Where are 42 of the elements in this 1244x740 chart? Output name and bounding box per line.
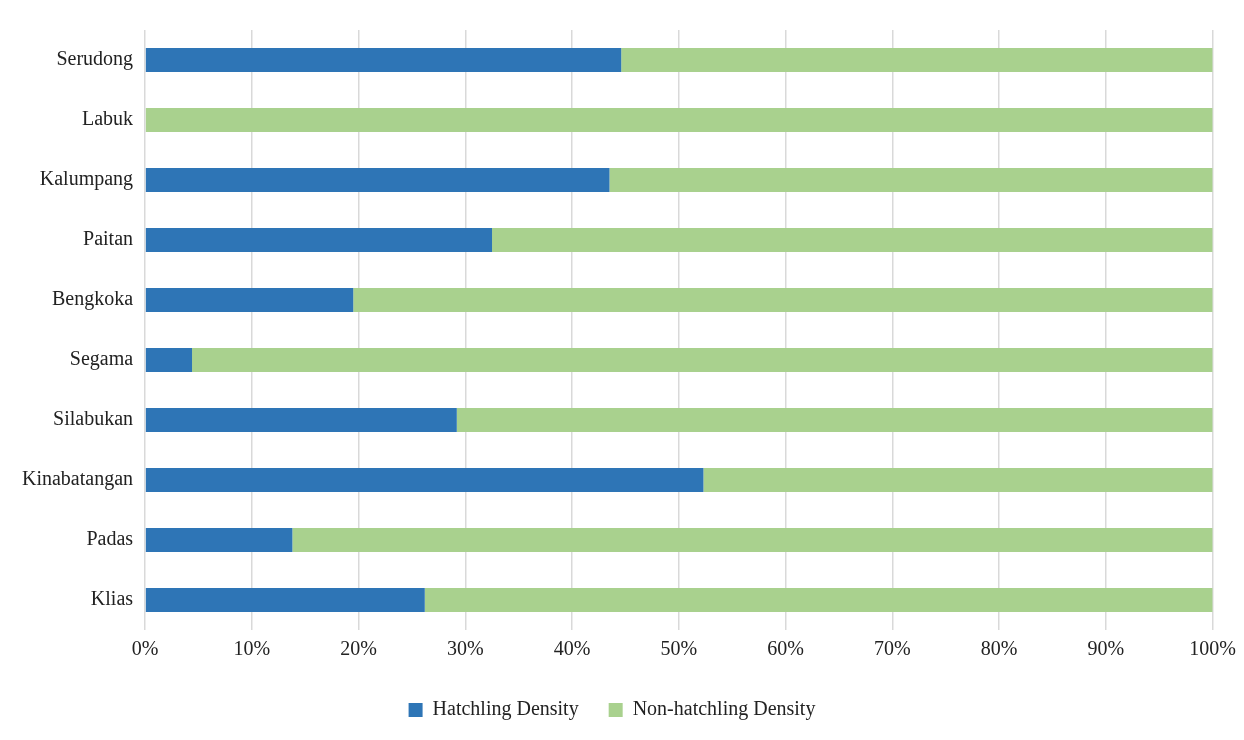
y-tick-label: Bengkoka	[51, 287, 134, 311]
bar	[703, 468, 1213, 492]
bar	[145, 288, 354, 312]
bar	[424, 588, 1213, 612]
bar	[145, 168, 610, 192]
x-tick-label: 80%	[980, 637, 1018, 660]
y-tick-label: Segama	[69, 347, 134, 371]
bar	[192, 348, 1213, 372]
bar	[145, 528, 293, 552]
bar	[145, 588, 425, 612]
legend-label: Non-hatchling Density	[632, 697, 816, 721]
bar	[145, 348, 193, 372]
y-tick-label: Serudong	[56, 47, 134, 71]
x-tick-label: 100%	[1189, 637, 1237, 660]
y-tick-label: Paitan	[83, 227, 134, 250]
bar	[456, 408, 1213, 432]
bar	[492, 228, 1213, 252]
x-tick-label: 10%	[233, 637, 271, 660]
bar	[145, 228, 493, 252]
x-tick-label: 70%	[874, 637, 911, 660]
x-tick-label: 40%	[553, 637, 591, 660]
y-tick-label: Padas	[86, 527, 134, 550]
y-tick-label: Labuk	[81, 107, 134, 130]
bar	[145, 48, 622, 72]
x-tick-label: 90%	[1087, 637, 1125, 660]
y-tick-label: Kalumpang	[39, 167, 134, 191]
x-tick-label: 30%	[447, 637, 484, 660]
x-tick-label: 0%	[131, 637, 159, 660]
x-tick-label: 50%	[660, 637, 698, 660]
bar	[292, 528, 1213, 552]
bar	[145, 108, 1213, 132]
bar	[609, 168, 1213, 192]
bar	[145, 408, 457, 432]
bar	[353, 288, 1213, 312]
bar	[145, 468, 704, 492]
bar	[621, 48, 1213, 72]
y-tick-label: Kinabatangan	[21, 467, 134, 491]
y-tick-label: Klias	[90, 587, 134, 610]
x-tick-label: 60%	[767, 637, 804, 660]
legend-label: Hatchling Density	[432, 697, 579, 721]
y-tick-label: Silabukan	[53, 407, 134, 430]
x-tick-label: 20%	[340, 637, 377, 660]
